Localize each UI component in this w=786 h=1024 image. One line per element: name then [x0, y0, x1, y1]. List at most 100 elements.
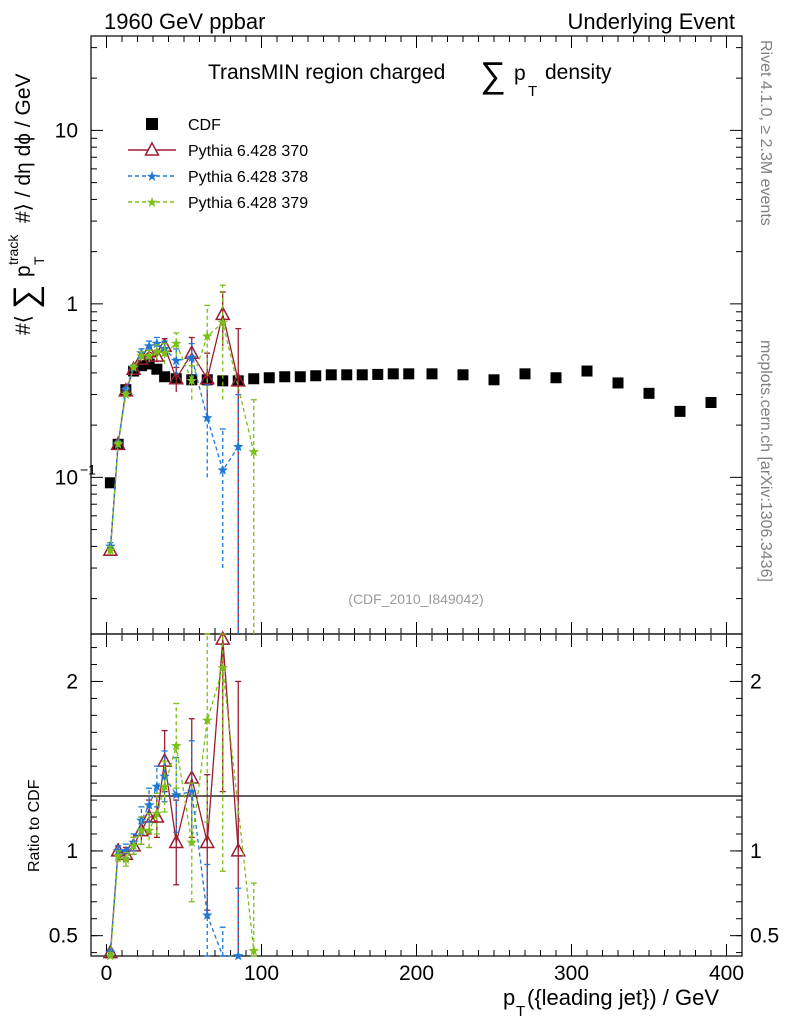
y-tick-exponent: −1 [80, 461, 96, 477]
data-point-cdf [325, 369, 337, 381]
x-tick-label: 100 [244, 962, 279, 985]
data-point-p378 [202, 412, 213, 423]
ratio-point-p370 [168, 833, 185, 849]
data-point-p378 [143, 340, 155, 351]
data-point-cdf [612, 377, 624, 389]
legend-label-cdf: CDF [188, 117, 221, 134]
ratio-point-p370 [199, 833, 216, 849]
ratio-point-p379 [105, 950, 116, 961]
title-sum: ∑ [480, 54, 506, 95]
ylabel-sum: ∑ [7, 285, 45, 309]
data-point-p379 [143, 350, 155, 361]
data-point-p378 [186, 352, 197, 363]
data-point-cdf [550, 372, 562, 384]
legend: CDF Pythia 6.428 370 ★ Pythia 6.428 378 … [128, 117, 308, 212]
legend-entry-p370: Pythia 6.428 370 [128, 141, 308, 160]
title-p: p [514, 62, 526, 85]
data-point-cdf [426, 368, 438, 380]
data-point-cdf [372, 368, 384, 380]
ratio-point-p378 [233, 950, 244, 961]
legend-marker-cdf [146, 118, 158, 130]
ratio-tick-label-right: 0.5 [750, 925, 779, 948]
ratio-point-p379 [248, 945, 259, 956]
data-point-cdf [403, 368, 415, 380]
data-point-p379 [112, 438, 124, 449]
data-point-p379 [217, 317, 228, 327]
data-point-cdf [104, 477, 116, 489]
title-prefix: TransMIN region charged [208, 61, 445, 84]
data-point-cdf [143, 358, 155, 370]
data-point-p379 [128, 361, 139, 372]
data-point-cdf [356, 369, 368, 381]
legend-label-p378: Pythia 6.428 378 [188, 169, 308, 186]
axes-ticks [90, 36, 743, 956]
ratio-tick-label-left: 1 [66, 840, 78, 863]
series-line-p370 [109, 314, 239, 551]
data-point-cdf [248, 373, 260, 385]
ylabel-sup: track [5, 234, 21, 265]
ratio-panel-frame [90, 633, 743, 957]
ratio-point-p379 [143, 825, 155, 835]
data-point-p378 [151, 338, 163, 349]
data-point-cdf [519, 368, 531, 380]
ratio-tick-label-left: 0.5 [49, 925, 78, 948]
ratio-point-p370 [230, 842, 247, 857]
data-point-cdf [488, 374, 500, 386]
data-point-cdf [159, 371, 171, 383]
data-point-p378 [120, 384, 132, 395]
data-point-p379 [151, 346, 163, 357]
data-point-p378 [171, 355, 182, 366]
data-point-cdf [151, 363, 163, 375]
ratio-point-p379 [171, 740, 182, 751]
data-point-cdf [279, 371, 291, 383]
data-point-p370 [149, 347, 165, 362]
rivet-version-text: Rivet 4.1.0, ≥ 2.3M events [757, 40, 774, 226]
mcplots-credit-text: mcplots.cern.ch [arXiv:1306.3436] [757, 340, 774, 582]
ratio-point-p379 [120, 853, 132, 864]
legend-entry-p379: ★ Pythia 6.428 379 [128, 194, 308, 212]
xlabel-rest: ({leading jet}) / GeV [527, 985, 719, 1010]
data-point-p379 [202, 330, 213, 341]
data-point-p379 [159, 347, 170, 358]
legend-marker-p378: ★ [146, 168, 159, 184]
legend-label-p379: Pythia 6.428 379 [188, 195, 308, 212]
title-sub: T [528, 83, 537, 100]
data-point-cdf [341, 369, 353, 381]
ylabel-rest: #⟩ / dη dϕ / GeV [12, 73, 35, 223]
y-tick-label: 10 [55, 466, 78, 489]
main-panel-marks [102, 284, 717, 634]
data-point-p379 [248, 446, 259, 457]
data-point-cdf [135, 360, 147, 372]
xlabel-sub: T [516, 1003, 525, 1020]
ratio-tick-label-left: 2 [66, 670, 78, 693]
data-point-cdf [457, 369, 469, 381]
y-axis-label: #⟨ ∑ p track T #⟩ / dη dϕ / GeV [5, 73, 47, 335]
data-point-cdf [217, 375, 229, 387]
x-axis-label: p T ({leading jet}) / GeV [503, 985, 719, 1020]
ratio-point-p378 [151, 781, 163, 791]
ratio-point-p379 [112, 850, 124, 861]
analysis-tag: (CDF_2010_I849042) [348, 591, 483, 607]
ylabel-p: p [12, 265, 35, 277]
data-point-cdf [294, 371, 306, 383]
ratio-line-p379 [109, 667, 255, 957]
ratio-point-p378 [202, 909, 213, 920]
title-suffix: density [545, 61, 612, 84]
data-point-cdf [310, 370, 322, 382]
data-point-p370 [230, 372, 247, 387]
ratio-point-p370 [149, 808, 165, 823]
data-point-cdf [674, 405, 686, 417]
data-point-cdf [705, 397, 717, 409]
legend-entry-p378: ★ Pythia 6.428 378 [128, 168, 308, 186]
legend-label-p370: Pythia 6.428 370 [188, 143, 308, 160]
ratio-point-p379 [151, 808, 163, 819]
ratio-point-p379 [186, 837, 197, 847]
data-point-p379 [136, 350, 147, 361]
header-process: Underlying Event [567, 9, 735, 34]
ratio-point-p379 [202, 714, 213, 725]
header-energy: 1960 GeV ppbar [104, 9, 265, 34]
ratio-point-p378 [120, 845, 132, 856]
ratio-point-p379 [136, 825, 147, 835]
